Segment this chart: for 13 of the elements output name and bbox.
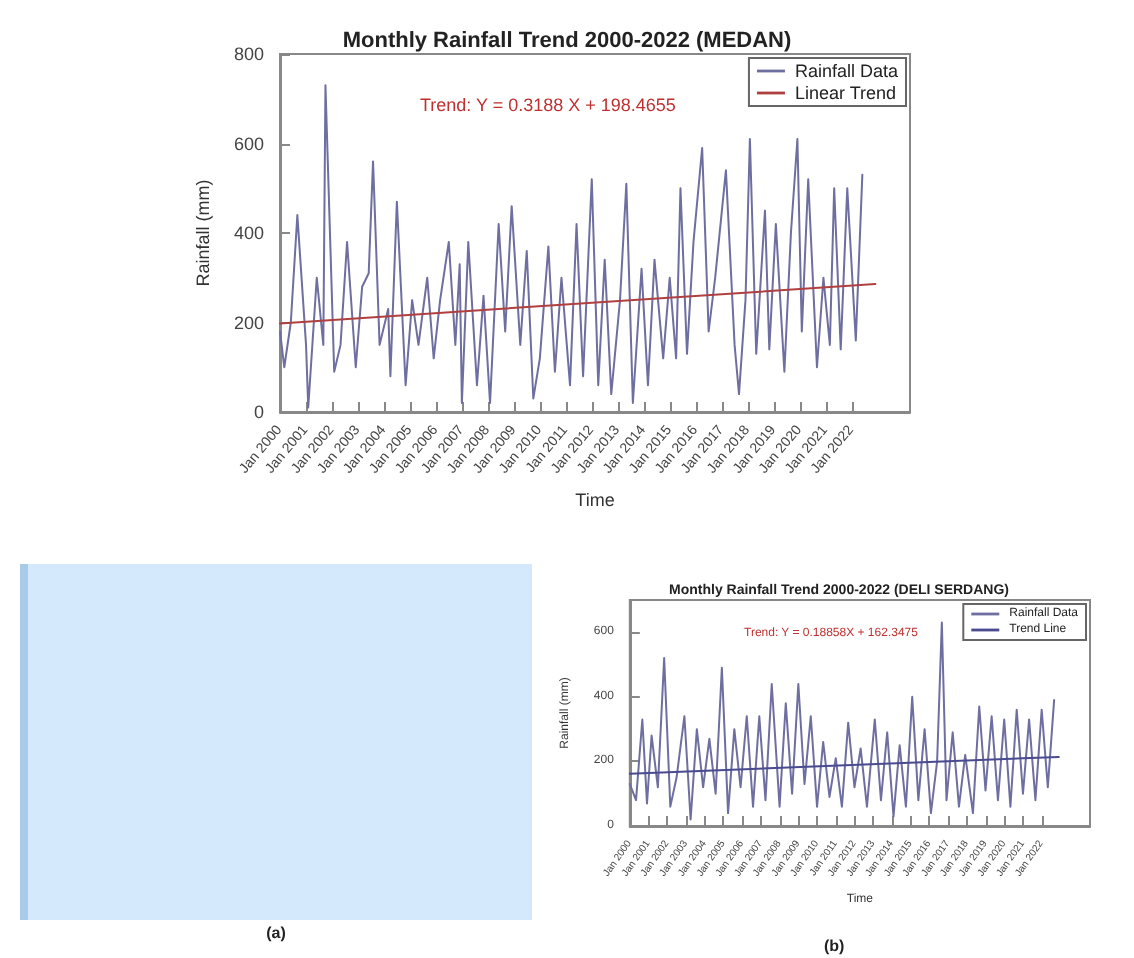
y-tick-label: 0 <box>253 402 264 422</box>
x-axis-title: Time <box>575 490 615 511</box>
legend-label: Linear Trend <box>794 83 897 103</box>
annotation: Trend: Y = 0.3188 X + 198.4655 <box>420 95 676 115</box>
y-axis-title: Rainfall (mm) <box>193 179 214 287</box>
chart-title: Monthly Rainfall Trend 2000-2022 (MEDAN) <box>342 29 792 53</box>
y-tick-label: 600 <box>233 133 264 154</box>
y-tick-label: 800 <box>233 44 264 64</box>
text: (a) <box>264 924 288 942</box>
legend-label: Rainfall Data <box>794 61 899 81</box>
y-tick-label: 200 <box>233 312 264 333</box>
y-tick-label: 400 <box>233 223 264 243</box>
text: (b) <box>824 937 846 955</box>
